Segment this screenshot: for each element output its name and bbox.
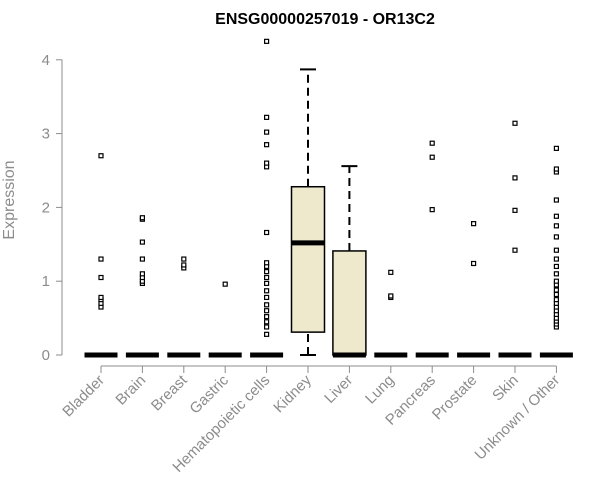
chart-title: ENSG00000257019 - OR13C2 bbox=[215, 11, 435, 28]
outlier-point bbox=[264, 288, 270, 294]
x-tick-label: Liver bbox=[321, 372, 356, 407]
outlier-point bbox=[181, 256, 187, 262]
outlier-point bbox=[139, 239, 145, 245]
y-tick-label: 2 bbox=[42, 199, 50, 216]
x-tick-label: Skin bbox=[489, 372, 522, 405]
outlier-point bbox=[429, 140, 435, 146]
outlier-point bbox=[139, 215, 145, 221]
outlier-point bbox=[553, 223, 560, 229]
x-tick-label: Brain bbox=[112, 372, 149, 409]
outlier-point bbox=[264, 229, 270, 236]
box-body bbox=[290, 185, 326, 333]
outlier-point bbox=[264, 302, 270, 308]
outlier-point bbox=[553, 145, 560, 151]
outlier-point bbox=[553, 234, 560, 240]
outlier-point bbox=[98, 153, 104, 159]
box-group bbox=[498, 120, 532, 358]
outlier-point bbox=[553, 287, 560, 293]
outlier-point bbox=[429, 207, 435, 213]
outlier-point bbox=[264, 260, 270, 266]
outlier-point bbox=[553, 256, 560, 262]
outlier-point bbox=[264, 142, 270, 148]
outlier-point bbox=[98, 256, 104, 262]
outlier-point bbox=[512, 120, 518, 126]
y-tick-label: 0 bbox=[42, 347, 50, 364]
outlier-point bbox=[264, 314, 270, 320]
plot-area bbox=[84, 38, 573, 358]
outlier-point bbox=[264, 331, 270, 337]
outlier-point bbox=[264, 308, 270, 314]
outlier-point bbox=[139, 256, 145, 262]
y-tick-label: 3 bbox=[42, 126, 50, 143]
box-group bbox=[332, 165, 367, 358]
outlier-point bbox=[388, 269, 394, 275]
y-axis-label: Expression bbox=[1, 160, 18, 239]
outlier-point bbox=[553, 271, 560, 277]
outlier-point bbox=[181, 262, 187, 268]
outlier-point bbox=[553, 263, 560, 270]
outlier-point bbox=[264, 160, 270, 166]
outlier-point bbox=[512, 247, 518, 253]
outlier-point bbox=[264, 324, 270, 330]
outlier-point bbox=[264, 294, 270, 301]
box-group bbox=[167, 256, 201, 358]
outlier-point bbox=[553, 278, 560, 284]
box-group bbox=[374, 269, 408, 358]
outlier-point bbox=[553, 197, 560, 203]
outlier-point bbox=[264, 269, 270, 275]
outlier-point bbox=[471, 260, 477, 267]
box-group bbox=[457, 221, 491, 358]
outlier-point bbox=[553, 297, 560, 303]
box-group bbox=[125, 215, 159, 358]
outlier-point bbox=[264, 274, 270, 281]
outlier-point bbox=[264, 38, 270, 44]
outlier-point bbox=[553, 291, 560, 298]
outlier-point bbox=[553, 247, 560, 253]
outlier-point bbox=[264, 129, 270, 135]
outlier-point bbox=[264, 114, 270, 120]
outlier-point bbox=[553, 213, 560, 219]
box-body bbox=[332, 250, 367, 356]
box-group bbox=[415, 140, 449, 358]
y-tick-label: 1 bbox=[42, 273, 50, 290]
box-group bbox=[84, 153, 118, 358]
outlier-point bbox=[471, 221, 477, 227]
box-group bbox=[539, 145, 573, 358]
outlier-point bbox=[512, 175, 518, 181]
outlier-point bbox=[222, 281, 228, 287]
box-group bbox=[290, 68, 326, 356]
outlier-point bbox=[139, 271, 145, 277]
box-group bbox=[250, 38, 284, 358]
outlier-point bbox=[264, 280, 270, 287]
outlier-point bbox=[98, 274, 104, 281]
y-tick-label: 4 bbox=[42, 52, 50, 69]
x-tick-label: Bladder bbox=[59, 372, 108, 421]
x-tick-label: Lung bbox=[362, 372, 398, 408]
outlier-point bbox=[553, 166, 560, 172]
box-group bbox=[208, 281, 242, 358]
outlier-point bbox=[388, 293, 394, 299]
x-tick-label: Breast bbox=[148, 371, 191, 414]
y-axis: 0 1 2 3 4 bbox=[42, 52, 63, 364]
outlier-point bbox=[264, 319, 270, 325]
outlier-point bbox=[98, 294, 104, 301]
outlier-point bbox=[512, 207, 518, 213]
x-tick-label: Prostate bbox=[429, 372, 481, 424]
outlier-point bbox=[429, 154, 435, 160]
x-tick-label: Kidney bbox=[270, 371, 315, 416]
